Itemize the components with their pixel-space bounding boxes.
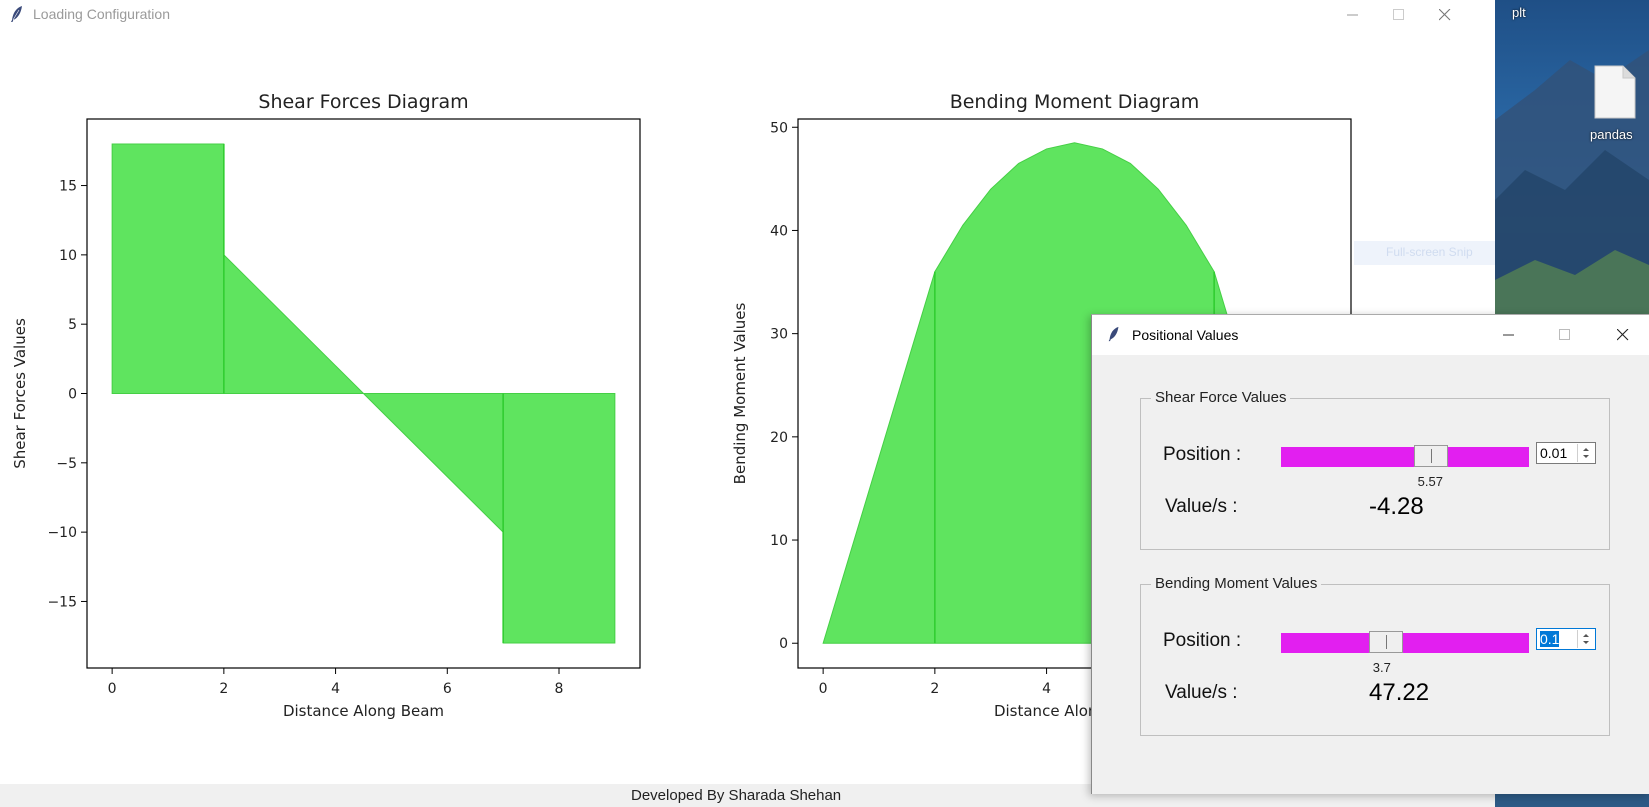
shear-step-spinbox[interactable]: 0.01: [1536, 442, 1596, 464]
minimize-icon: [1503, 334, 1514, 336]
y-tick-label: 10: [770, 533, 788, 549]
y-tick-label: −10: [47, 525, 77, 541]
y-tick-label: −15: [47, 594, 77, 610]
main-titlebar[interactable]: Loading Configuration: [0, 0, 1495, 30]
y-tick-label: 20: [770, 430, 788, 446]
x-tick-label: 4: [1042, 681, 1051, 697]
popup-minimize-button[interactable]: [1486, 315, 1532, 355]
window-title: Loading Configuration: [33, 6, 170, 22]
popup-maximize-button[interactable]: [1542, 315, 1588, 355]
feather-icon: [11, 6, 22, 22]
spin-arrows-icon[interactable]: [1577, 630, 1594, 648]
snip-hint-text: Full-screen Snip: [1386, 245, 1473, 259]
chart-title: Bending Moment Diagram: [950, 91, 1200, 113]
x-tick-label: 4: [331, 681, 340, 697]
x-tick-label: 2: [219, 681, 228, 697]
y-axis-label: Shear Forces Values: [11, 318, 29, 469]
file-icon[interactable]: [1593, 64, 1637, 120]
close-icon: [1617, 329, 1629, 341]
minimize-icon: [1347, 14, 1358, 16]
popup-titlebar[interactable]: Positional Values: [1092, 315, 1649, 355]
maximize-button[interactable]: [1376, 0, 1422, 30]
shear-value-label: Value/s :: [1165, 496, 1238, 517]
x-tick-label: 8: [555, 681, 564, 697]
y-tick-label: 15: [59, 179, 77, 195]
shear-slider-thumb[interactable]: [1413, 445, 1448, 467]
moment-position-slider[interactable]: 3.7: [1281, 631, 1529, 675]
shear-force-group: Shear Force Values Position : 5.57 0.01 …: [1140, 389, 1610, 550]
bending-moment-group: Bending Moment Values Position : 3.7 0.1…: [1140, 575, 1610, 736]
moment-value-label: Value/s :: [1165, 682, 1238, 703]
moment-slider-value: 3.7: [1372, 660, 1391, 675]
y-tick-label: 5: [68, 317, 77, 333]
popup-close-button[interactable]: [1600, 315, 1646, 355]
chart-title: Shear Forces Diagram: [258, 91, 468, 113]
shear-step-value[interactable]: 0.01: [1540, 445, 1568, 461]
footer-credit: Developed By Sharada Shehan: [631, 787, 842, 804]
shear-position-slider[interactable]: 5.57: [1281, 445, 1529, 489]
chart-area-fill: [111, 143, 616, 644]
positional-values-window: Positional Values Shear Force Values Pos…: [1091, 314, 1649, 794]
moment-step-spinbox[interactable]: 0.1: [1536, 628, 1596, 650]
y-tick-label: 50: [770, 120, 788, 136]
maximize-icon: [1393, 9, 1404, 20]
y-tick-label: 0: [779, 636, 788, 652]
y-tick-label: 0: [68, 387, 77, 403]
y-axis-label: Bending Moment Values: [731, 303, 749, 485]
x-axis-label: Distance Along Beam: [283, 702, 444, 720]
moment-value: 47.22: [1369, 679, 1430, 706]
moment-group-label: Bending Moment Values: [1151, 575, 1322, 592]
desktop-label-plt[interactable]: plt: [1512, 5, 1526, 20]
minimize-button[interactable]: [1330, 0, 1376, 30]
maximize-icon: [1559, 329, 1570, 340]
shear-position-label: Position :: [1163, 444, 1242, 465]
popup-title: Positional Values: [1132, 327, 1239, 343]
feather-icon: [1108, 326, 1119, 342]
y-tick-label: 10: [59, 248, 77, 264]
x-tick-label: 6: [443, 681, 452, 697]
desktop-label-pandas[interactable]: pandas: [1590, 127, 1633, 142]
x-tick-label: 2: [930, 681, 939, 697]
x-tick-label: 0: [819, 681, 828, 697]
shear-force-chart: Shear Forces Diagram 0 2 4 6 8 −15 −10 −5 0 5 10 15 D…: [11, 91, 641, 720]
y-tick-label: 30: [770, 327, 788, 343]
shear-group-label: Shear Force Values: [1151, 389, 1291, 406]
close-icon: [1439, 9, 1451, 21]
moment-position-label: Position :: [1163, 630, 1242, 651]
shear-value: -4.28: [1369, 493, 1424, 520]
moment-slider-thumb[interactable]: [1368, 631, 1403, 653]
spin-arrows-icon[interactable]: [1577, 444, 1594, 462]
x-tick-label: 0: [108, 681, 117, 697]
y-tick-label: 40: [770, 223, 788, 239]
close-button[interactable]: [1422, 0, 1468, 30]
shear-slider-value: 5.57: [1417, 474, 1443, 489]
y-tick-label: −5: [56, 456, 77, 472]
moment-step-value[interactable]: 0.1: [1540, 631, 1560, 647]
